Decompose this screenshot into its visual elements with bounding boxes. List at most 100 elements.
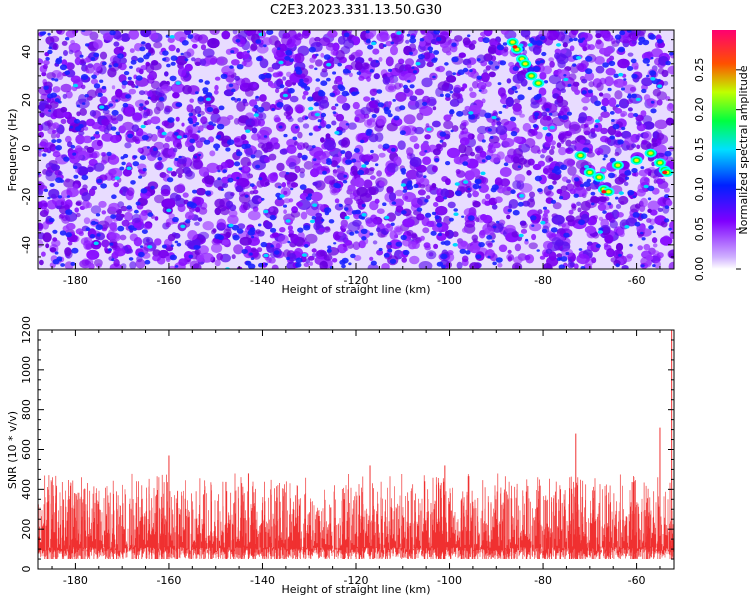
spectrogram-blob — [341, 102, 351, 111]
spectrogram-blob — [462, 83, 468, 89]
colorbar-label: Normalized spectral amplitude — [737, 65, 750, 234]
spectrogram-blob — [579, 139, 586, 145]
spectrogram-blob — [376, 249, 384, 256]
spectrogram-blob — [216, 57, 225, 65]
spectrogram-blob — [652, 243, 658, 248]
spectrogram-blob — [363, 96, 371, 102]
spectrogram-blob — [544, 103, 558, 114]
spectrogram-blob — [52, 237, 58, 242]
spectrogram-blob — [419, 39, 426, 47]
spectrogram-blob — [234, 75, 241, 81]
spectrogram-blob — [646, 74, 650, 78]
spectrogram-blob — [581, 90, 587, 95]
spectrogram-blob — [284, 172, 298, 182]
spectrogram-blob — [243, 165, 250, 172]
spectrogram-blob — [386, 186, 394, 194]
spectrogram-blob — [214, 84, 219, 91]
spectrogram-blob — [431, 183, 437, 189]
spectrogram-blob — [128, 257, 134, 261]
spectrogram-blob — [38, 239, 44, 248]
spectrogram-blob — [480, 214, 488, 221]
spectrogram-blob — [576, 62, 585, 71]
spectrogram-blob — [351, 158, 357, 163]
spectrogram-bright-spot — [540, 220, 546, 225]
spectrogram-blob — [129, 65, 133, 69]
spectrogram-blob — [167, 118, 172, 122]
spectrogram-blob — [181, 40, 189, 46]
spectrogram-blob — [520, 228, 528, 234]
spectrogram-blob — [364, 168, 375, 176]
spectrogram-blob — [139, 103, 144, 107]
spectrogram-blob — [573, 193, 579, 198]
spectrogram-blob — [251, 119, 262, 127]
spectrogram-blob — [619, 30, 626, 36]
bottom-x-axis-label: Height of straight line (km) — [281, 583, 430, 596]
spectrogram-bright-spot — [263, 209, 269, 214]
spectrogram-blob — [199, 58, 207, 66]
spectrogram-blob — [375, 163, 379, 167]
spectrogram-blob — [345, 92, 350, 96]
spectrogram-blob — [568, 209, 574, 215]
spectrogram-blob — [568, 144, 577, 152]
spectrogram-blob — [495, 117, 500, 121]
spectrogram-blob — [84, 57, 91, 63]
spectrogram-blob — [370, 97, 375, 101]
spectrogram-blob — [574, 142, 584, 152]
spectrogram-hotspot — [596, 175, 602, 179]
spectrogram-blob — [161, 120, 170, 127]
spectrogram-blob — [223, 74, 227, 78]
spectrogram-blob — [88, 263, 95, 269]
spectrogram-blob — [552, 116, 565, 127]
spectrogram-blob — [173, 147, 178, 153]
spectrogram-blob — [221, 30, 231, 40]
spectrogram-blob — [135, 201, 141, 206]
spectrogram-blob — [522, 200, 531, 207]
spectrogram-blob — [275, 88, 280, 94]
spectrogram-bright-spot — [167, 167, 173, 171]
spectrogram-blob — [129, 261, 137, 269]
spectrogram-blob — [511, 85, 518, 91]
spectrogram-blob — [430, 38, 437, 45]
spectrogram-blob — [534, 116, 538, 119]
spectrogram-blob — [318, 227, 325, 233]
spectrogram-blob — [161, 244, 167, 249]
spectrogram-blob — [641, 88, 647, 94]
spectrogram-blob — [38, 201, 43, 209]
spectrogram-blob — [615, 242, 624, 252]
spectrogram-blob — [63, 156, 70, 162]
spectrogram-blob — [436, 37, 442, 42]
spectrogram-blob — [455, 190, 462, 196]
spectrogram-blob — [150, 185, 155, 190]
spectrogram-blob — [266, 243, 275, 253]
spectrogram-blob — [247, 199, 259, 209]
spectrogram-blob — [63, 178, 75, 188]
spectrogram-blob — [535, 40, 543, 46]
spectrogram-blob — [591, 257, 597, 264]
spectrogram-blob — [491, 204, 498, 210]
spectrogram-blob — [567, 166, 577, 176]
spectrogram-blob — [573, 37, 578, 42]
spectrogram-blob — [74, 207, 79, 213]
spectrogram-blob — [507, 256, 513, 262]
spectrogram-blob — [530, 215, 537, 221]
spectrogram-blob — [187, 34, 194, 39]
spectrogram-blob — [433, 202, 439, 207]
spectrogram-blob — [302, 94, 306, 100]
spectrogram-blob — [213, 143, 221, 149]
spectrogram-bright-spot — [72, 83, 79, 88]
spectrogram-blob — [638, 169, 649, 177]
spectrogram-blob — [445, 70, 453, 77]
spectrogram-blob — [73, 174, 79, 179]
spectrogram-blob — [142, 111, 149, 119]
spectrogram-blob — [264, 181, 270, 186]
spectrogram-blob — [93, 39, 103, 49]
spectrogram-blob — [294, 165, 301, 173]
spectrogram-blob — [467, 187, 471, 191]
spectrogram-blob — [402, 249, 410, 256]
spectrogram-blob — [459, 248, 467, 254]
spectrogram-blob — [271, 107, 275, 111]
spectrogram-blob — [372, 48, 380, 55]
spectrogram-blob — [588, 81, 595, 88]
spectrogram-blob — [193, 245, 200, 250]
spectrogram-blob — [72, 152, 77, 156]
